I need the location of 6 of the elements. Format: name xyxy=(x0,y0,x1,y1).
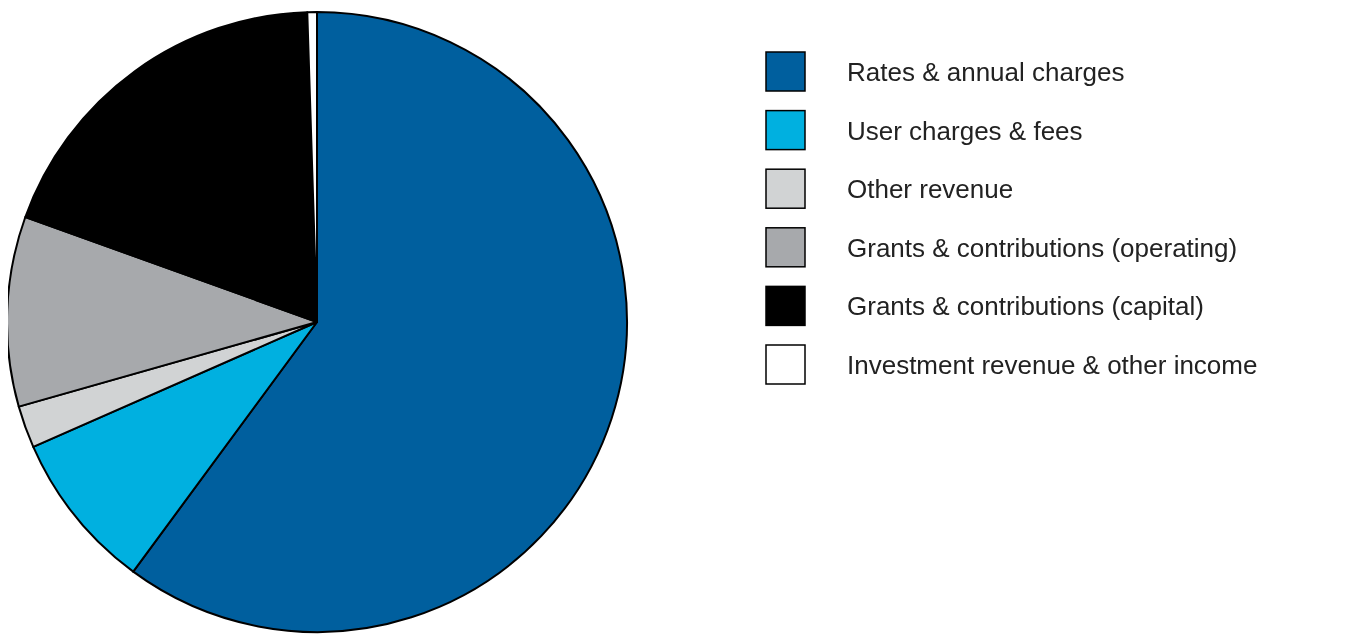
legend-label: Rates & annual charges xyxy=(847,57,1125,87)
legend-label: Other revenue xyxy=(847,174,1014,205)
legend-label: Grants & contributions (operating) xyxy=(847,232,1238,263)
legend-label: Grants & contributions (capital) xyxy=(847,291,1204,322)
legend-label: Investment revenue & other income xyxy=(847,350,1258,380)
legend-label: User charges & fees xyxy=(847,115,1083,146)
